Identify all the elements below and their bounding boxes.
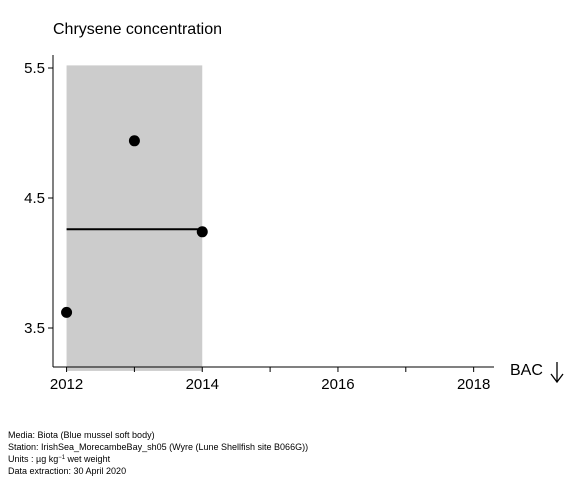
extraction-note: Data extraction: 30 April 2020	[8, 465, 127, 476]
units-suffix: wet weight	[65, 454, 111, 464]
chart: Chrysene concentration 3.5 4.5 5.5 2012 2014…	[24, 21, 564, 393]
confidence-band	[66, 65, 203, 371]
x-tick-label: 2014	[186, 376, 219, 393]
units-prefix: Units : µg kg	[8, 454, 59, 464]
y-tick-label: 4.5	[24, 190, 45, 207]
y-tick-label: 5.5	[24, 60, 45, 77]
units-exponent: −1	[58, 455, 66, 461]
bac-label: BAC	[510, 362, 543, 379]
data-point	[196, 226, 208, 238]
x-tick-label: 2018	[457, 376, 490, 393]
x-tick-label: 2016	[321, 376, 354, 393]
chart-title: Chrysene concentration	[53, 21, 222, 38]
y-tick-label: 3.5	[24, 320, 45, 337]
data-point	[128, 135, 140, 147]
chart-footer: Media: Biota (Blue mussel soft body) Sta…	[8, 430, 308, 477]
station-note: Station: IrishSea_MorecambeBay_sh05 (Wyr…	[8, 441, 309, 452]
media-note: Media: Biota (Blue mussel soft body)	[8, 430, 155, 440]
data-point	[61, 306, 73, 318]
units-note: Units : µg kg−1 wet weight	[8, 453, 308, 466]
x-tick-label: 2012	[50, 376, 83, 393]
down-arrow-icon	[550, 362, 564, 384]
